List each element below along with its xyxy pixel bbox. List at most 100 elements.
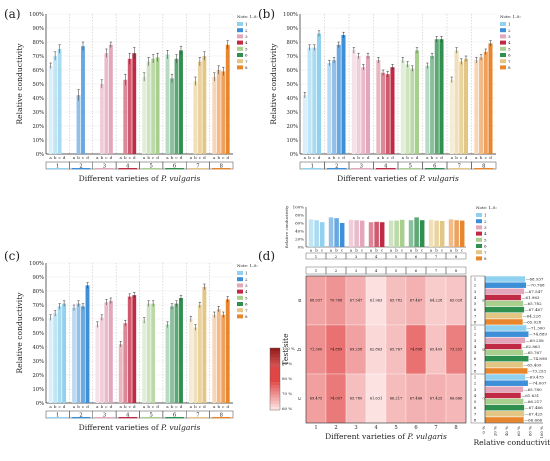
bar — [308, 219, 314, 247]
subgroup-label: b — [147, 155, 150, 160]
group-label: 5 — [395, 254, 398, 259]
heatmap-value: 67.425 — [430, 397, 443, 401]
legend-swatch — [500, 46, 506, 51]
subgroup-label: a — [402, 155, 405, 160]
y-tick-label: 0% — [36, 401, 44, 407]
x-axis-title: Different varieties of P. vulgaris — [325, 432, 447, 441]
bar — [212, 314, 217, 403]
subgroup-label: a — [310, 248, 313, 253]
subgroup-label: c — [82, 155, 85, 160]
group-color-strip — [71, 417, 91, 419]
subgroup-label: d — [226, 404, 229, 409]
legend-swatch — [237, 283, 243, 288]
side-value-label: —61.631 — [521, 393, 539, 398]
bar — [388, 220, 394, 247]
subgroup-label: c — [105, 404, 108, 409]
side-bar — [485, 417, 524, 423]
group-color-strip — [95, 168, 114, 170]
y-tick-label: 80% — [295, 213, 304, 218]
y-tick-label: 80% — [286, 40, 298, 46]
subgroup-label: d — [367, 155, 370, 160]
subgroup-label: b — [124, 155, 127, 160]
side-category-label: 1 — [474, 277, 477, 282]
subgroup-label: d — [63, 155, 66, 160]
bar — [221, 314, 226, 403]
subgroup-label: c — [129, 155, 132, 160]
bar — [334, 218, 339, 247]
bar — [76, 303, 81, 403]
panel-label-d: (d) — [258, 249, 275, 263]
subgroup-label: a — [370, 248, 373, 253]
legend-label: 6 — [245, 302, 248, 307]
subgroup-label: c — [58, 155, 61, 160]
subgroup-label: d — [465, 155, 468, 160]
side-bar — [485, 276, 525, 282]
scale-segment — [270, 388, 280, 392]
panel-d-chart: 0%20%40%60%80%100%a b c1a b c2a b c3a b c4a b c5a b… — [269, 205, 550, 447]
group-color-strip — [165, 168, 184, 170]
y-tick-label: 100% — [29, 12, 44, 18]
side-x-tick-label: 0 % — [481, 426, 486, 434]
side-value-label: —74.007 — [528, 381, 546, 386]
scale-segment-dark — [270, 351, 280, 355]
side-bar — [485, 411, 525, 417]
bar — [76, 95, 81, 154]
subgroup-label: b — [333, 155, 336, 160]
subgroup-label: a — [304, 155, 307, 160]
side-category-label: 6 — [474, 356, 477, 361]
bar — [197, 305, 202, 403]
subgroup-label: a — [143, 404, 146, 409]
side-bar — [485, 337, 526, 344]
heatmap-value: 66.217 — [390, 397, 403, 401]
subgroup-label: c — [222, 155, 225, 160]
x-tick-label: 1 — [314, 425, 317, 431]
top-group-label: 4 — [375, 268, 378, 273]
side-bar — [485, 294, 521, 301]
top-group-label: 3 — [355, 268, 358, 273]
legend-swatch — [500, 59, 506, 64]
subgroup-label: b — [455, 155, 458, 160]
y-tick-label: 70% — [286, 54, 298, 60]
scale-segment-dark — [270, 354, 280, 358]
legend-swatch — [237, 53, 243, 57]
site-label: b — [482, 348, 487, 351]
bar — [155, 57, 160, 154]
subgroup-label: b — [171, 404, 174, 409]
heatmap-value: 64.228 — [430, 299, 443, 303]
subgroup-label: a — [143, 155, 146, 160]
legend-swatch — [237, 28, 243, 33]
legend-label: 4 — [245, 40, 248, 45]
bar — [459, 61, 464, 154]
bar — [146, 303, 151, 403]
legend-swatch — [476, 250, 482, 255]
subgroup-label: a — [426, 155, 429, 160]
group-color-strip — [141, 168, 161, 170]
bar — [132, 295, 137, 403]
side-category-label: 8 — [474, 319, 477, 324]
subgroup-label: b — [435, 248, 438, 253]
subgroup-label: a — [213, 155, 216, 160]
side-bar — [485, 404, 525, 411]
subgroup-label: a — [353, 155, 356, 160]
side-value-label: —64.228 — [523, 313, 541, 318]
side-category-label: 2 — [474, 332, 477, 337]
legend-swatch — [237, 302, 243, 306]
bar — [127, 58, 132, 154]
y-tick-label: 30% — [286, 110, 298, 116]
top-group-label: 8 — [455, 268, 458, 273]
side-bar — [485, 380, 528, 386]
bar — [174, 303, 179, 403]
y-tick-label: 60% — [295, 221, 304, 226]
heatmap-value: 65.028 — [450, 299, 463, 303]
y-tick-label: 50% — [286, 82, 298, 88]
side-value-label: —67.425 — [525, 411, 543, 416]
legend-label: 7 — [508, 59, 511, 64]
subgroup-label: a — [96, 404, 99, 409]
subgroup-label: d — [440, 155, 443, 160]
group-color-strip — [375, 168, 396, 170]
legend-swatch — [476, 213, 482, 217]
y-tick-label: 50% — [32, 331, 44, 337]
legend-label: 3 — [245, 34, 248, 39]
legend-swatch — [237, 314, 243, 319]
bar — [99, 317, 104, 403]
